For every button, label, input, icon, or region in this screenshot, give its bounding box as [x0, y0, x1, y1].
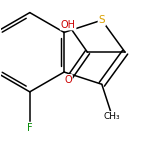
Text: F: F — [27, 123, 33, 133]
Text: CH₃: CH₃ — [104, 112, 121, 121]
Text: O: O — [64, 75, 72, 85]
Text: S: S — [98, 15, 105, 25]
Text: OH: OH — [61, 20, 76, 30]
